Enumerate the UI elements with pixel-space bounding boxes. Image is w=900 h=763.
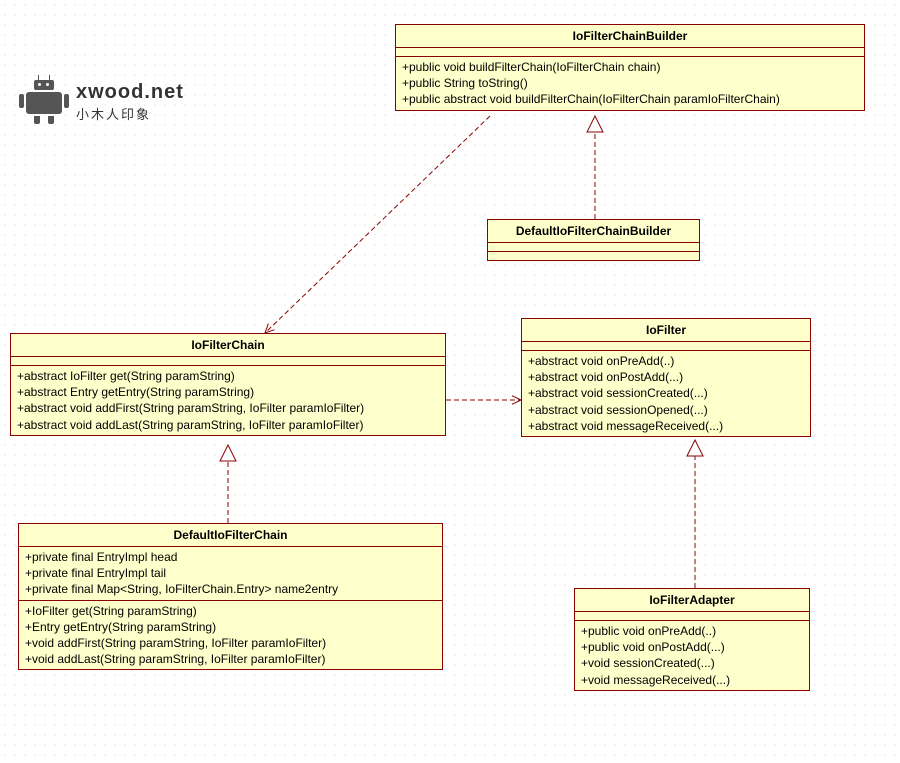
- class-member: +private final EntryImpl head: [25, 549, 436, 565]
- class-section: [488, 252, 699, 260]
- class-member: +abstract IoFilter get(String paramStrin…: [17, 368, 439, 384]
- class-member: +public void onPreAdd(..): [581, 623, 803, 639]
- class-ioFilter: IoFilter+abstract void onPreAdd(..)+abst…: [521, 318, 811, 437]
- class-member: +void addLast(String paramString, IoFilt…: [25, 651, 436, 667]
- class-member: +Entry getEntry(String paramString): [25, 619, 436, 635]
- class-member: +private final Map<String, IoFilterChain…: [25, 581, 436, 597]
- class-title: DefaultIoFilterChainBuilder: [488, 220, 699, 243]
- class-title: IoFilterChainBuilder: [396, 25, 864, 48]
- class-section: +public void onPreAdd(..)+public void on…: [575, 621, 809, 690]
- class-member: +void addFirst(String paramString, IoFil…: [25, 635, 436, 651]
- class-member: +abstract Entry getEntry(String paramStr…: [17, 384, 439, 400]
- class-section: [11, 357, 445, 366]
- class-section: +private final EntryImpl head+private fi…: [19, 547, 442, 601]
- class-member: +public abstract void buildFilterChain(I…: [402, 91, 858, 107]
- class-defaultIoFilterChain: DefaultIoFilterChain+private final Entry…: [18, 523, 443, 670]
- class-title: IoFilterChain: [11, 334, 445, 357]
- class-ioFilterChain: IoFilterChain +abstract IoFilter get(Stri…: [10, 333, 446, 436]
- class-section: +abstract void onPreAdd(..)+abstract voi…: [522, 351, 810, 436]
- class-member: +void messageReceived(...): [581, 672, 803, 688]
- class-section: [575, 612, 809, 621]
- class-member: +abstract void sessionCreated(...): [528, 385, 804, 401]
- class-member: +private final EntryImpl tail: [25, 565, 436, 581]
- class-member: +abstract void onPostAdd(...): [528, 369, 804, 385]
- class-member: +abstract void messageReceived(...): [528, 418, 804, 434]
- watermark-logo: xwood.net 小木人印象: [20, 80, 184, 124]
- class-section: +abstract IoFilter get(String paramStrin…: [11, 366, 445, 435]
- logo-main-text: xwood.net: [76, 81, 184, 104]
- class-member: +abstract void addFirst(String paramStri…: [17, 400, 439, 416]
- class-section: +IoFilter get(String paramString)+Entry …: [19, 601, 442, 670]
- class-member: +public String toString(): [402, 75, 858, 91]
- class-ioFilterAdapter: IoFilterAdapter +public void onPreAdd(..)…: [574, 588, 810, 691]
- class-title: IoFilter: [522, 319, 810, 342]
- robot-icon: [20, 80, 68, 124]
- class-member: +abstract void onPreAdd(..): [528, 353, 804, 369]
- class-member: +public void buildFilterChain(IoFilterCh…: [402, 59, 858, 75]
- class-member: +abstract void addLast(String paramStrin…: [17, 417, 439, 433]
- class-member: +IoFilter get(String paramString): [25, 603, 436, 619]
- class-member: +void sessionCreated(...): [581, 655, 803, 671]
- class-member: +public void onPostAdd(...): [581, 639, 803, 655]
- class-defaultIoFilterChainBuilder: DefaultIoFilterChainBuilder: [487, 219, 700, 261]
- class-member: +abstract void sessionOpened(...): [528, 402, 804, 418]
- class-section: +public void buildFilterChain(IoFilterCh…: [396, 57, 864, 110]
- class-section: [488, 243, 699, 252]
- class-title: DefaultIoFilterChain: [19, 524, 442, 547]
- class-section: [396, 48, 864, 57]
- logo-sub-text: 小木人印象: [76, 104, 184, 123]
- class-ioFilterChainBuilder: IoFilterChainBuilder +public void buildFi…: [395, 24, 865, 111]
- class-title: IoFilterAdapter: [575, 589, 809, 612]
- class-section: [522, 342, 810, 351]
